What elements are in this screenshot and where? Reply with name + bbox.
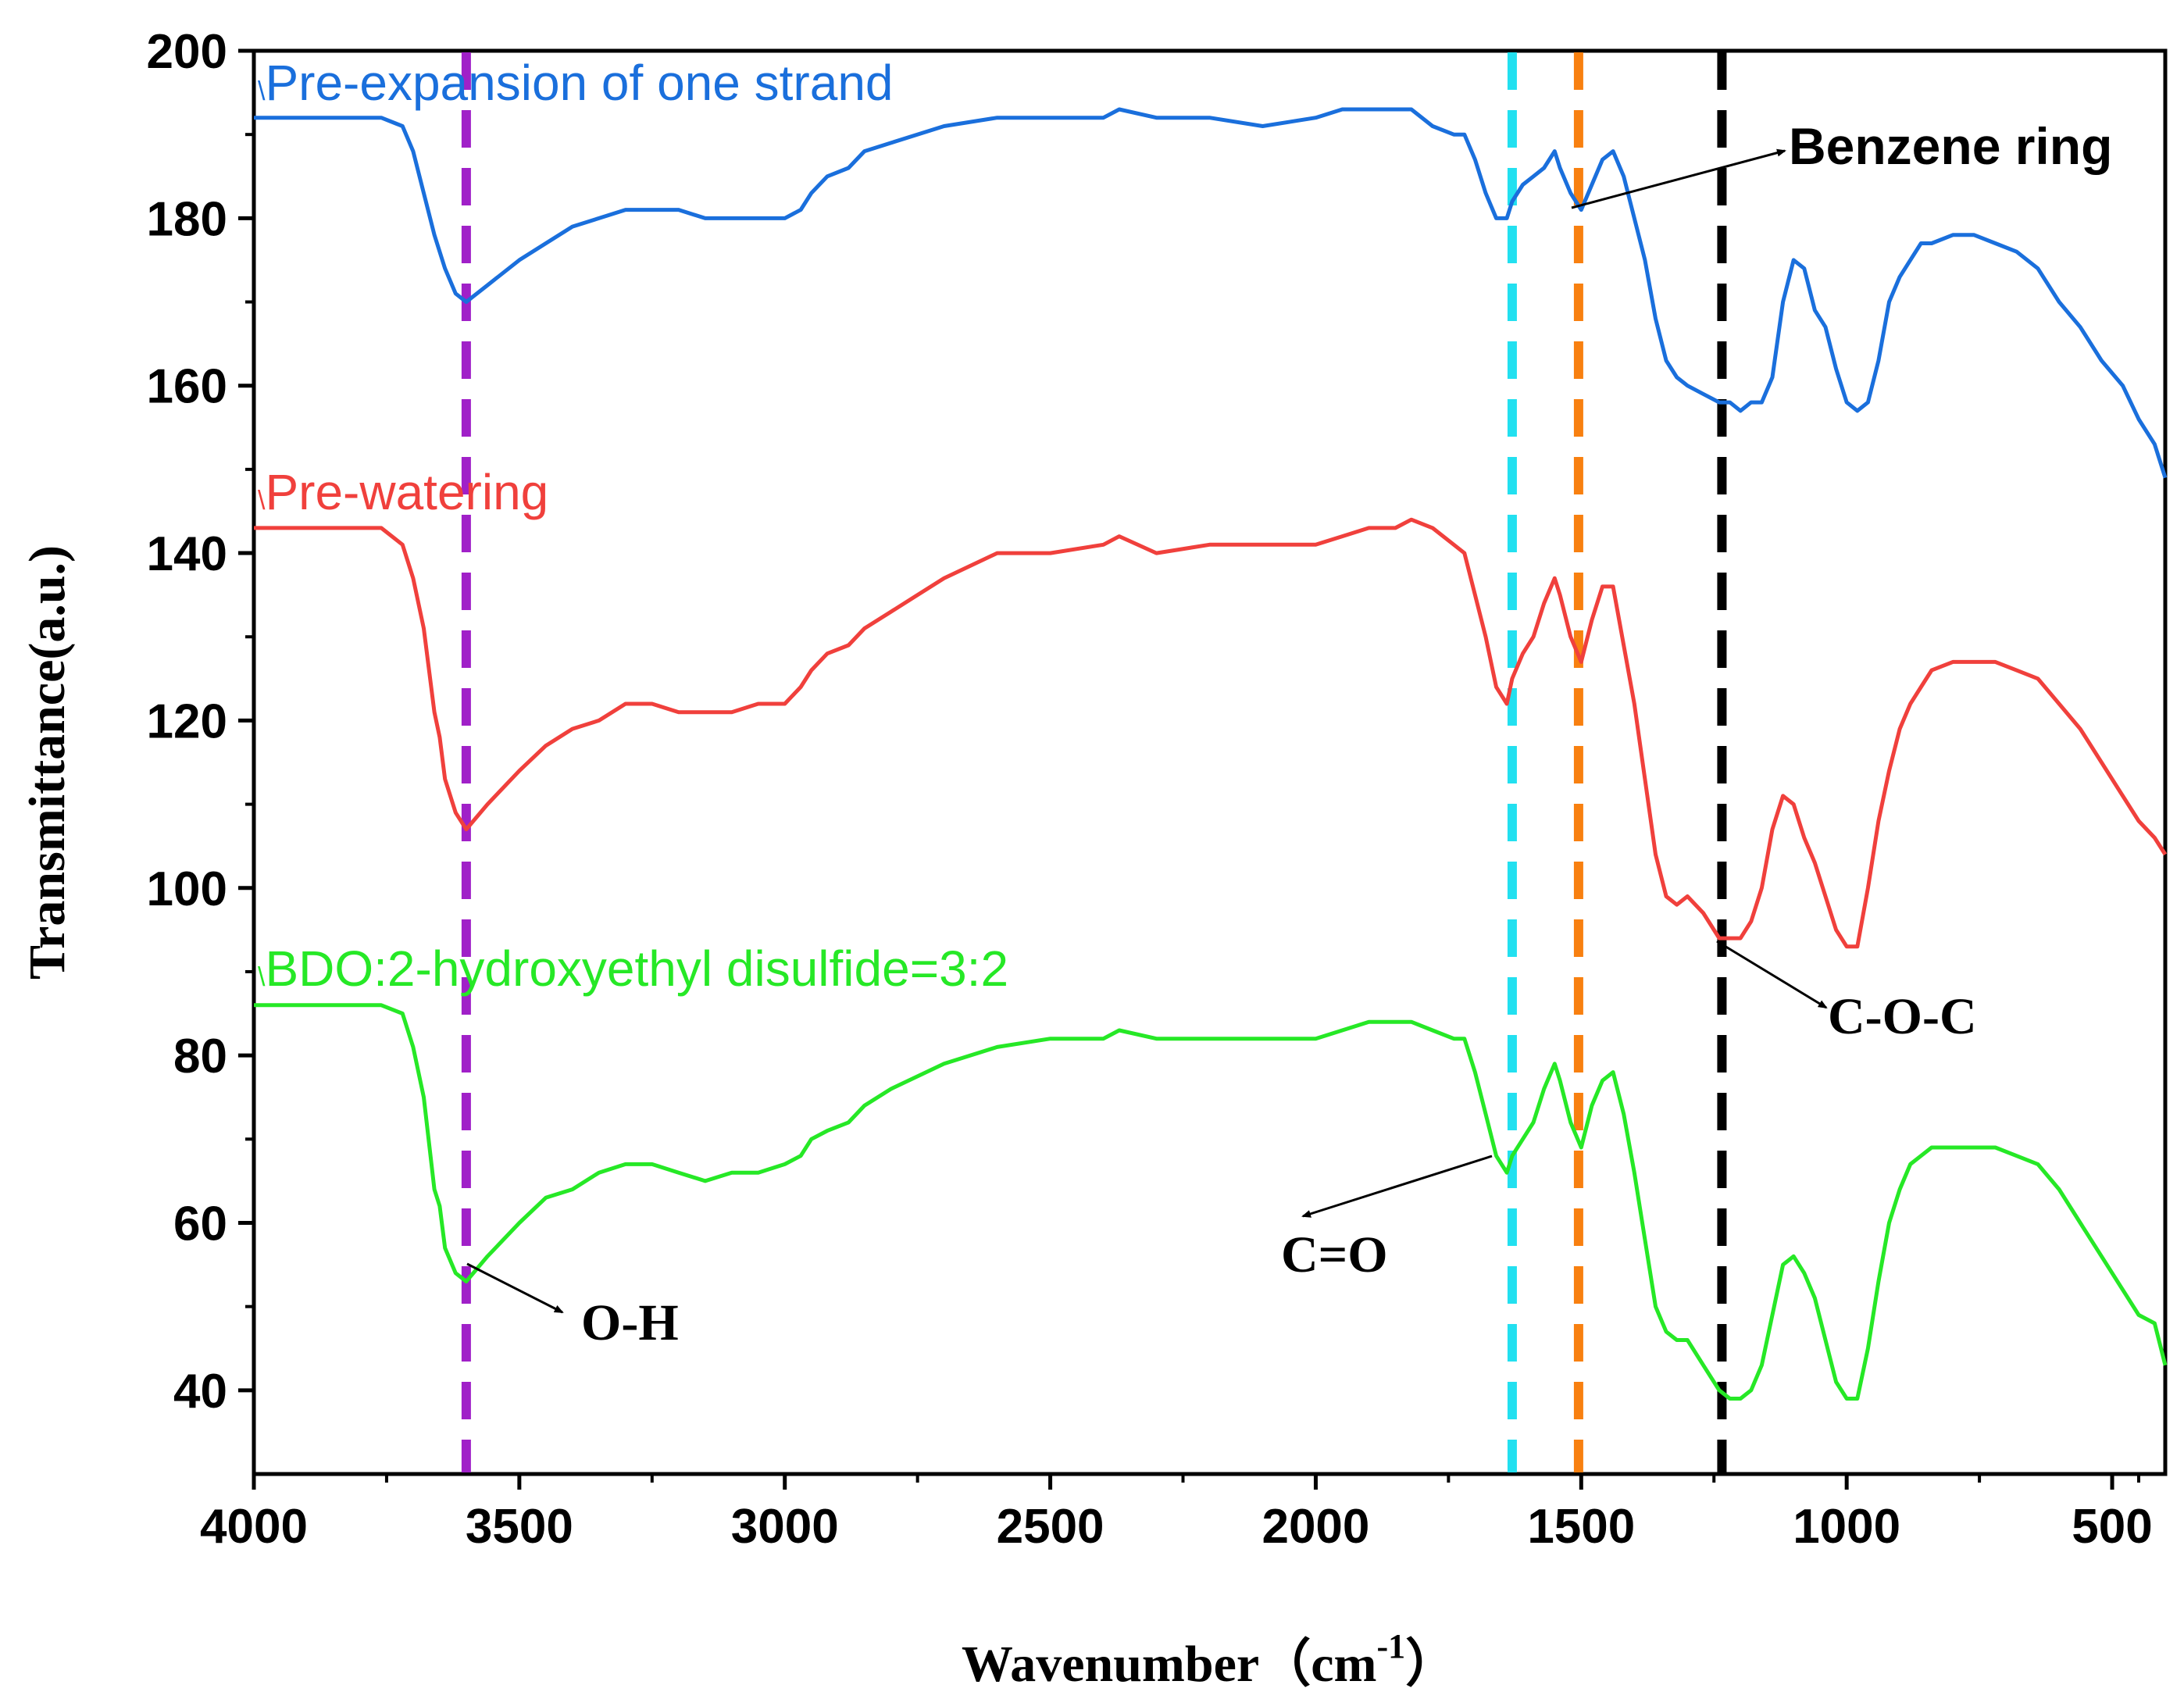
x-axis-title: Wavenumber（cm-1） bbox=[962, 1627, 1457, 1693]
x-tick-label-3500: 3500 bbox=[466, 1500, 573, 1554]
series-layer bbox=[254, 107, 2168, 1401]
y-tick-label-40: 40 bbox=[173, 1365, 227, 1419]
annotation-c-o-label: C=O bbox=[1281, 1226, 1388, 1283]
series-line-1 bbox=[254, 517, 2168, 949]
x-tick-label-4000: 4000 bbox=[200, 1500, 308, 1554]
annotation-c-o-c-label: C-O-C bbox=[1828, 988, 1977, 1045]
y-tick-label-180: 180 bbox=[147, 192, 227, 246]
series-label-pre-expansion: \Pre-expansion of one strand bbox=[258, 55, 894, 111]
series-label-pre-watering: \Pre-watering bbox=[258, 464, 548, 520]
reference-lines bbox=[461, 52, 1727, 1472]
y-tick-label-160: 160 bbox=[147, 360, 227, 414]
annotation-o-h: O-H bbox=[466, 1262, 679, 1351]
y-tick-label-120: 120 bbox=[147, 694, 227, 748]
series-line-2 bbox=[254, 1003, 2168, 1401]
series-label-bdo: \BDO:2-hydroxyethyl disulfide=3:2 bbox=[258, 940, 1008, 997]
y-axis-title: Transmittance(a.u.) bbox=[19, 545, 76, 980]
x-tick-label-500: 500 bbox=[2072, 1500, 2152, 1554]
y-tick-label-200: 200 bbox=[147, 25, 227, 79]
annotation-c-o: C=O bbox=[1281, 1155, 1493, 1283]
x-tick-label-3000: 3000 bbox=[731, 1500, 839, 1554]
y-axis-ticks: 40 60 80 100 120 140 160 180 200 bbox=[147, 25, 254, 1419]
annotation-o-h-label: O-H bbox=[581, 1294, 679, 1351]
y-tick-label-80: 80 bbox=[173, 1030, 227, 1083]
annotation-benzene-ring-label: Benzene ring bbox=[1789, 117, 2112, 175]
y-tick-label-140: 140 bbox=[147, 527, 227, 581]
x-tick-label-2000: 2000 bbox=[1262, 1500, 1369, 1554]
annotation-benzene-ring: Benzene ring bbox=[1571, 117, 2112, 209]
x-axis-ticks: 4000 3500 3000 2500 2000 1500 1000 500 bbox=[200, 1474, 2153, 1554]
series-line-0 bbox=[254, 107, 2168, 479]
x-tick-label-2500: 2500 bbox=[997, 1500, 1104, 1554]
y-tick-label-60: 60 bbox=[173, 1197, 227, 1251]
y-tick-label-100: 100 bbox=[147, 862, 227, 916]
x-tick-label-1000: 1000 bbox=[1793, 1500, 1900, 1554]
annotation-c-o-c: C-O-C bbox=[1716, 940, 1977, 1045]
plot-frame bbox=[252, 48, 2168, 1476]
x-tick-label-1500: 1500 bbox=[1527, 1500, 1635, 1554]
